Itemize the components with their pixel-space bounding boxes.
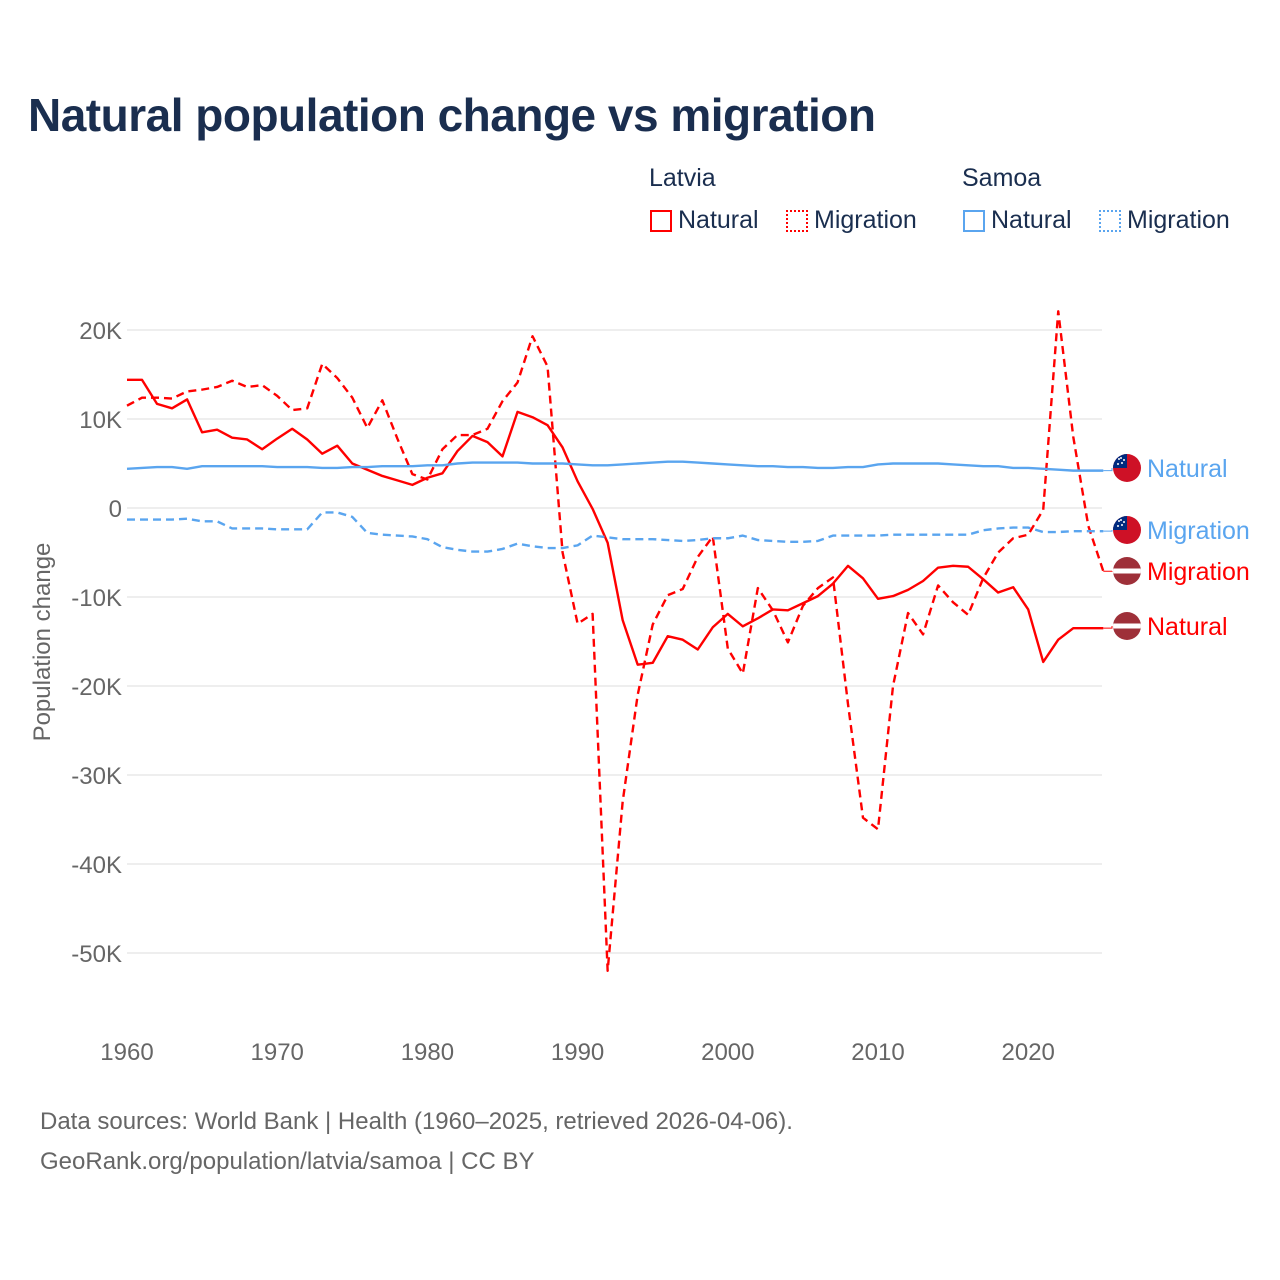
y-tick-label: -40K [71,852,122,879]
legend-label: Migration [1127,206,1230,234]
legend-label: Migration [814,206,917,234]
series-end-label: Natural [1147,613,1228,641]
footer-sources: Data sources: World Bank | Health (1960–… [40,1108,793,1135]
legend-swatch-solid [650,209,672,232]
legend-latvia-natural[interactable]: Natural [650,206,759,235]
series-line-samoa-natural[interactable] [126,460,1104,472]
legend-samoa-natural[interactable]: Natural [963,206,1072,235]
x-tick-label: 1970 [251,1039,304,1066]
legend-group-samoa: Samoa [962,164,1042,192]
samoa-flag-icon [1113,516,1141,544]
legend-samoa-migration[interactable]: Migration [1099,206,1230,235]
series-end-label: Migration [1147,517,1250,545]
legend-latvia-migration[interactable]: Migration [786,206,917,235]
chart-title: Natural population change vs migration [28,89,876,141]
x-tick-label: 1960 [100,1039,153,1066]
label-leader [1103,468,1113,472]
y-tick-label: 0 [109,496,122,523]
y-tick-label: 20K [79,318,122,345]
label-leader [1103,530,1113,532]
series-end-label: Migration [1147,558,1250,586]
series-line-samoa-migration[interactable] [127,511,1104,553]
y-tick-label: -50K [71,941,122,968]
y-tick-label: -10K [71,585,122,612]
legend-label: Natural [678,206,759,234]
y-tick-label: -20K [71,674,122,701]
x-tick-label: 1990 [551,1039,604,1066]
latvia-flag-icon [1113,612,1141,640]
y-tick-label: 10K [79,407,122,434]
x-tick-label: 2000 [701,1039,754,1066]
series-end-label: Natural [1147,455,1228,483]
x-tick-label: 2020 [1002,1039,1055,1066]
x-tick-label: 2010 [851,1039,904,1066]
legend-group-latvia: Latvia [649,164,716,192]
legend-swatch-solid [963,209,985,232]
legend-swatch-dotted [786,209,808,232]
x-tick-label: 1980 [401,1039,454,1066]
y-axis-label: Population change [29,543,56,742]
footer-link[interactable]: GeoRank.org/population/latvia/samoa | CC… [40,1148,535,1175]
y-tick-label: -30K [71,763,122,790]
series-line-latvia-natural[interactable] [127,378,1104,666]
label-leader [1103,626,1113,629]
samoa-flag-icon [1113,454,1141,482]
legend-swatch-dotted [1099,209,1121,232]
latvia-flag-icon [1113,557,1141,585]
series-line-latvia-migration[interactable] [126,310,1105,972]
legend-label: Natural [991,206,1072,234]
